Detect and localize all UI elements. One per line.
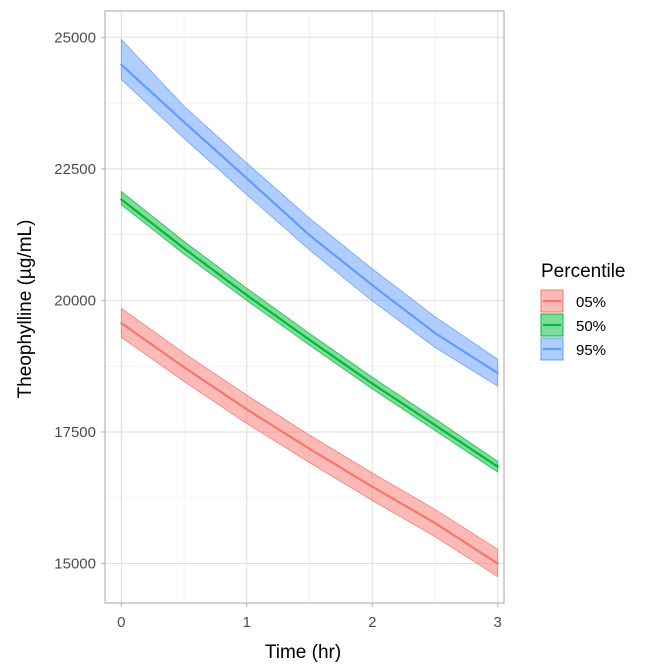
legend-label: 50% [576,318,606,335]
legend-title: Percentile [541,261,626,282]
x-axis-title: Time (hr) [265,642,341,663]
x-tick-label: 0 [117,614,125,631]
legend: Percentile 05% 50% 95% [540,261,626,361]
legend-item-50%: 50% [540,313,606,337]
legend-item-95%: 95% [540,337,606,361]
ribbon-95% [120,38,499,387]
y-tick-label: 25000 [54,29,96,46]
legend-label: 95% [576,342,606,359]
x-tick-label: 3 [494,614,502,631]
x-tick-label: 1 [243,614,251,631]
x-tick-label: 2 [368,614,376,631]
y-tick-label: 20000 [54,292,96,309]
series-line-05% [120,321,499,565]
y-tick-label: 15000 [54,556,96,573]
axes: Time (hr) Theophylline (µg/mL) 0 1 2 3 15000… [15,29,502,663]
y-tick-label: 17500 [54,424,96,441]
plot-area [104,10,505,604]
panel-border [104,10,505,604]
legend-item-05%: 05% [540,289,606,313]
series-line-95% [120,63,499,375]
ribbon-50% [120,190,499,473]
y-axis-title: Theophylline (µg/mL) [15,220,36,399]
legend-label: 05% [576,294,606,311]
series-line-50% [120,198,499,468]
ribbon-05% [120,307,499,578]
y-tick-label: 22500 [54,161,96,178]
